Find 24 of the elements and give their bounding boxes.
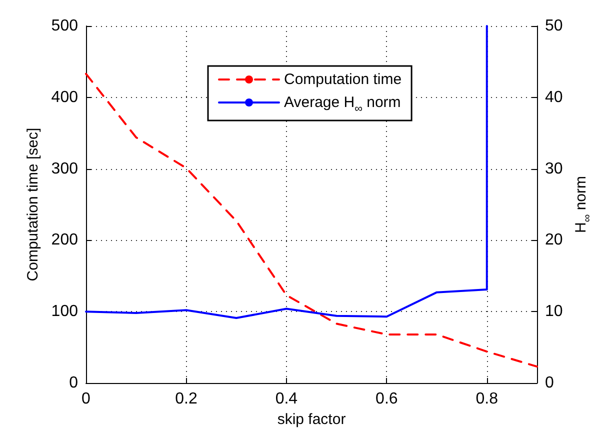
x-tick-label: 0 bbox=[82, 390, 91, 408]
y2-tick-label: 10 bbox=[545, 303, 563, 320]
line-series bbox=[85, 25, 488, 320]
x-tick-label: 0.4 bbox=[275, 390, 298, 408]
legend-label: Computation time bbox=[284, 71, 402, 88]
x-tick-label: 0.8 bbox=[476, 390, 498, 408]
y-tick-label: 500 bbox=[51, 18, 78, 34]
y2-tick-label: 40 bbox=[545, 88, 563, 106]
x-tick-label: 0.6 bbox=[376, 390, 398, 408]
y-tick-label: 200 bbox=[51, 232, 78, 249]
legend-label: Average H∞ norm bbox=[284, 94, 401, 115]
y2-tick-label: 0 bbox=[545, 374, 554, 392]
y2-tick-label: 20 bbox=[545, 232, 563, 249]
y-tick-label: 300 bbox=[51, 160, 78, 178]
y2-tick-label: 30 bbox=[545, 160, 563, 178]
x-axis-title: skip factor bbox=[277, 410, 346, 428]
line-series bbox=[85, 72, 538, 368]
y-tick-label: 0 bbox=[69, 374, 78, 392]
y-axis-title: Computation time [sec] bbox=[24, 128, 42, 282]
y-tick-label: 400 bbox=[51, 88, 78, 106]
y2-tick-label: 50 bbox=[545, 18, 563, 34]
y-tick-label: 100 bbox=[51, 303, 78, 320]
x-tick-label: 0.2 bbox=[175, 390, 198, 408]
y2-axis-title: H∞ norm bbox=[572, 176, 594, 234]
